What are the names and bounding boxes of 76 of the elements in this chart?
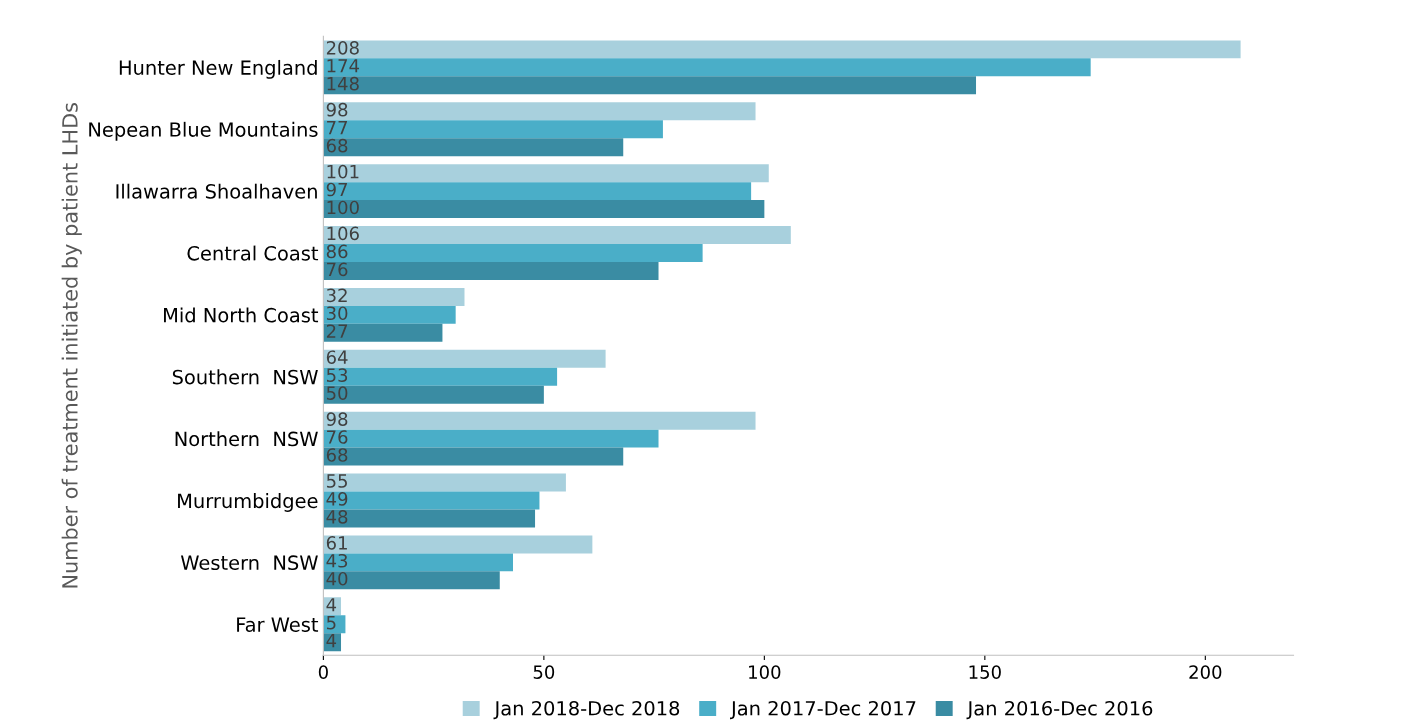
bar [323,244,703,262]
data-label: 98 [326,102,348,117]
data-label: 55 [326,474,347,488]
bar [323,367,558,386]
bar [323,411,756,430]
y-tick-label: Southern NSW [172,369,318,385]
data-label: 43 [326,553,348,568]
bar [323,473,566,492]
bar [323,491,540,510]
bar [323,349,606,368]
legend-label: Jan 2016-Dec 2016 [966,700,1153,720]
bar [323,509,536,528]
data-label: 61 [326,536,347,550]
bar [323,385,544,404]
y-tick-label: Murrumbidgee [178,493,318,512]
data-label: 68 [326,448,348,462]
bar [323,164,769,183]
bar [323,305,456,324]
data-label: 49 [326,492,348,506]
bar [323,429,659,448]
y-tick-label: Central Coast [187,245,319,261]
y-tick-label: Western NSW [180,555,318,571]
y-axis-title: Number of treatment initiated by patient LHDs [61,103,82,588]
data-label: 77 [327,121,348,135]
x-tick-label: 100 [749,665,781,679]
bar [323,120,663,139]
bar [323,200,765,219]
data-label: 97 [326,182,348,197]
y-tick-label: Illawarra Shoalhaven [116,183,317,199]
bar [323,58,1091,77]
bar [323,323,443,342]
data-label: 53 [326,368,348,382]
y-tick-label: Hunter New England [119,59,317,79]
data-label: 30 [326,306,348,321]
data-label: 27 [326,324,348,338]
bar [323,571,500,590]
bar [323,138,624,157]
x-tick-label: 0 [318,665,328,679]
x-tick-label: 200 [1189,665,1222,679]
y-tick-label: Far West [237,617,319,632]
bar [323,102,756,121]
data-label: 4 [326,598,337,612]
data-label: 32 [326,288,347,303]
y-tick-label: Mid North Coast [164,307,319,323]
data-label: 101 [327,164,359,179]
bar [323,535,593,554]
data-label: 148 [327,76,359,91]
bar [323,287,465,306]
bar [323,182,752,201]
bar [323,261,659,280]
data-label: 40 [326,571,348,586]
data-label: 5 [326,616,336,630]
x-tick-label: 150 [969,665,1001,679]
y-tick-label: Northern NSW [175,431,318,447]
bar [323,226,791,245]
data-label: 76 [327,262,348,277]
bar [323,40,1241,59]
data-label: 100 [327,200,359,215]
legend-label: Jan 2017-Dec 2017 [730,700,916,720]
data-label: 68 [326,138,348,153]
data-label: 50 [326,386,348,400]
data-label: 174 [327,59,360,73]
data-label: 208 [326,40,359,55]
legend-label: Jan 2018-Dec 2018 [493,700,680,720]
data-label: 106 [327,226,359,241]
bar [323,76,977,95]
data-label: 86 [326,244,348,259]
bar [323,447,624,466]
data-label: 4 [326,634,337,648]
bar [323,553,513,572]
data-label: 48 [326,510,348,524]
x-tick-label: 50 [533,665,555,679]
data-label: 98 [326,412,348,426]
data-label: 76 [327,430,348,444]
data-label: 64 [326,350,348,365]
y-tick-label: Nepean Blue Mountains [89,121,318,141]
